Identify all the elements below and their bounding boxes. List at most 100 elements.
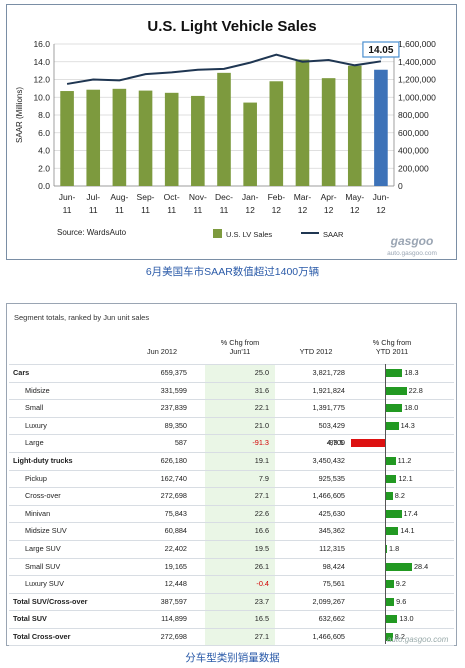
x-tick-label-year: 12 <box>350 205 360 215</box>
row-jun-value: 19,165 <box>164 561 187 571</box>
row-ytdchg-bar-area: 9.6 <box>354 594 454 611</box>
x-tick-label-year: 11 <box>141 205 150 215</box>
y-tick-label: 10.0 <box>33 92 50 102</box>
row-ytdchg-bar-area: 28.4 <box>354 559 454 576</box>
y-tick-label: 14.0 <box>33 57 50 67</box>
row-label: Small <box>25 403 44 413</box>
table-row: Small SUV 19,165 26.1 98,424 28.4 <box>9 557 454 576</box>
ytdchg-bar <box>385 456 396 465</box>
row-ytd-value: 425,630 <box>318 508 345 518</box>
x-tick-label-month: May- <box>345 192 364 202</box>
x-tick-label-year: 11 <box>193 205 202 215</box>
row-ytdchg-bar-area: 9.2 <box>354 576 454 593</box>
row-ytdchg-bar-area: 8.2 <box>354 488 454 505</box>
row-label: Large SUV <box>25 543 61 553</box>
ytdchg-bar <box>385 615 398 624</box>
bar-6 <box>217 72 231 186</box>
y2-tick-label: 1,600,000 <box>398 39 436 49</box>
row-jun-value: 331,599 <box>160 385 187 395</box>
row-chg-value: -0.4 <box>205 576 275 593</box>
table-row: Cross-over 272,698 27.1 1,466,605 8.2 <box>9 487 454 505</box>
ytdchg-bar <box>385 580 394 589</box>
row-ytd-value: 3,450,432 <box>312 455 345 465</box>
y2-tick-label: 1,200,000 <box>398 75 436 85</box>
y2-tick-label: 1,400,000 <box>398 57 436 67</box>
row-label: Midsize <box>25 385 50 395</box>
ytdchg-bar <box>385 632 393 641</box>
row-chg-value: 27.1 <box>205 488 275 505</box>
ytdchg-bar <box>385 386 407 395</box>
header-ytdchg-a: % Chg from <box>372 338 412 347</box>
bar-12 <box>374 69 388 186</box>
ytdchg-label: 8.2 <box>394 491 405 501</box>
ytdchg-label: 9.6 <box>396 596 407 606</box>
y2-tick-label: 400,000 <box>398 146 429 156</box>
legend-bar-swatch <box>213 229 222 238</box>
row-jun-value: 114,899 <box>161 614 187 624</box>
ytdchg-label: 28.4 <box>413 561 429 571</box>
watermark-logo: gasgoo <box>390 234 434 248</box>
row-ytdchg-bar-area: 12.1 <box>354 471 454 488</box>
row-label: Pickup <box>25 473 47 483</box>
legend-bar-label: U.S. LV Sales <box>226 230 272 239</box>
row-jun-value: 272,698 <box>160 631 187 641</box>
bar-1 <box>86 89 101 186</box>
row-ytdchg-bar-area: 22.8 <box>354 383 454 400</box>
annotation-label: 14.05 <box>368 45 393 56</box>
table-row: Cars 659,375 25.0 3,821,728 18.3 <box>9 364 454 382</box>
row-label: Midsize SUV <box>25 526 67 536</box>
row-ytdchg-bar-area: 17.4 <box>354 506 454 523</box>
header-chg-a: % Chg from <box>220 338 260 347</box>
chart-source: Source: WardsAuto <box>57 228 127 237</box>
chart-caption: 6月美国车市SAAR数值超过1400万辆 <box>145 266 320 278</box>
header-jun: Jun 2012 <box>146 347 178 356</box>
row-ytdchg-bar-area: 18.0 <box>354 400 454 417</box>
row-jun-value: 162,740 <box>160 473 187 483</box>
row-chg-value: 21.0 <box>205 417 275 435</box>
table-header: Jun 2012 % Chg from Jun'11 YTD 2012 % Ch… <box>7 333 458 363</box>
row-ytd-value: 98,424 <box>322 561 345 571</box>
row-ytd-value: 3,821,728 <box>312 368 345 377</box>
x-tick-label-month: Feb- <box>268 192 286 202</box>
row-jun-value: 659,375 <box>160 368 187 377</box>
x-tick-label-year: 11 <box>63 205 72 215</box>
x-tick-label-year: 12 <box>376 205 386 215</box>
bar-9 <box>295 59 310 186</box>
x-tick-label-month: Apr- <box>321 192 337 202</box>
table-row: Large 587 -91.3 4,700 -89.5 <box>9 434 454 452</box>
ytdchg-bar <box>385 509 402 518</box>
bar-0 <box>60 91 74 186</box>
x-tick-label-month: Dec- <box>215 192 233 202</box>
y-tick-label: 8.0 <box>38 110 50 120</box>
bar-5 <box>191 95 205 186</box>
x-tick-label-year: 11 <box>220 205 229 215</box>
bar-4 <box>164 92 179 186</box>
x-tick-label-month: Mar- <box>294 192 312 202</box>
x-tick-label-month: Sep- <box>137 192 155 202</box>
row-label: Light-duty trucks <box>13 455 73 465</box>
y-tick-label: 4.0 <box>38 146 50 156</box>
ytdchg-label: 12.1 <box>398 473 413 483</box>
x-tick-label-year: 11 <box>89 205 98 215</box>
row-label: Total SUV <box>13 614 47 624</box>
ytdchg-label: 18.3 <box>404 368 419 377</box>
y2-tick-label: 0 <box>398 181 403 191</box>
y2-tick-label: 600,000 <box>398 128 429 138</box>
table-row: Minivan 75,843 22.6 425,630 17.4 <box>9 504 454 523</box>
ytdchg-bar <box>385 369 403 377</box>
row-jun-value: 22,402 <box>164 543 187 553</box>
row-label: Large <box>25 438 44 448</box>
ytdchg-bar <box>385 492 393 501</box>
table-caption: 分车型类别销量数据 <box>185 652 280 664</box>
legend-line-label: SAAR <box>323 230 344 239</box>
row-label: Total SUV/Cross-over <box>13 596 88 606</box>
ytdchg-label: 11.2 <box>397 455 412 465</box>
table-title: Segment totals, ranked by Jun unit sales <box>14 313 150 322</box>
table-row: Large SUV 22,402 19.5 112,315 1.8 <box>9 539 454 558</box>
row-ytd-value: 1,466,605 <box>312 631 345 641</box>
row-ytd-value: 632,662 <box>318 614 345 624</box>
ytdchg-label: 17.4 <box>403 508 418 518</box>
bar-11 <box>347 65 362 186</box>
row-chg-value: 19.1 <box>205 452 275 470</box>
x-tick-label-year: 12 <box>324 205 334 215</box>
